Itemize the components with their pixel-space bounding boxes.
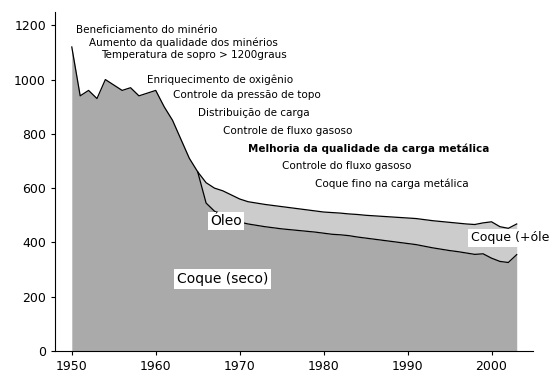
Text: Coque (+óleo): Coque (+óleo) xyxy=(471,231,550,244)
Text: Aumento da qualidade dos minérios: Aumento da qualidade dos minérios xyxy=(89,37,277,48)
Text: Controle de fluxo gasoso: Controle de fluxo gasoso xyxy=(223,126,352,136)
Text: Controle da pressão de topo: Controle da pressão de topo xyxy=(173,90,320,100)
Text: Temperatura de sopro > 1200graus: Temperatura de sopro > 1200graus xyxy=(101,50,287,60)
Text: Beneficiamento do minério: Beneficiamento do minério xyxy=(76,25,217,35)
Text: Controle do fluxo gasoso: Controle do fluxo gasoso xyxy=(282,161,411,171)
Text: Distribuição de carga: Distribuição de carga xyxy=(197,108,309,118)
Text: Coque fino na carga metálica: Coque fino na carga metálica xyxy=(315,179,469,189)
Text: Óleo: Óleo xyxy=(210,214,242,228)
Text: Coque (seco): Coque (seco) xyxy=(177,272,268,286)
Text: Enriquecimento de oxigênio: Enriquecimento de oxigênio xyxy=(147,74,294,85)
Text: Melhoria da qualidade da carga metálica: Melhoria da qualidade da carga metálica xyxy=(248,144,490,154)
